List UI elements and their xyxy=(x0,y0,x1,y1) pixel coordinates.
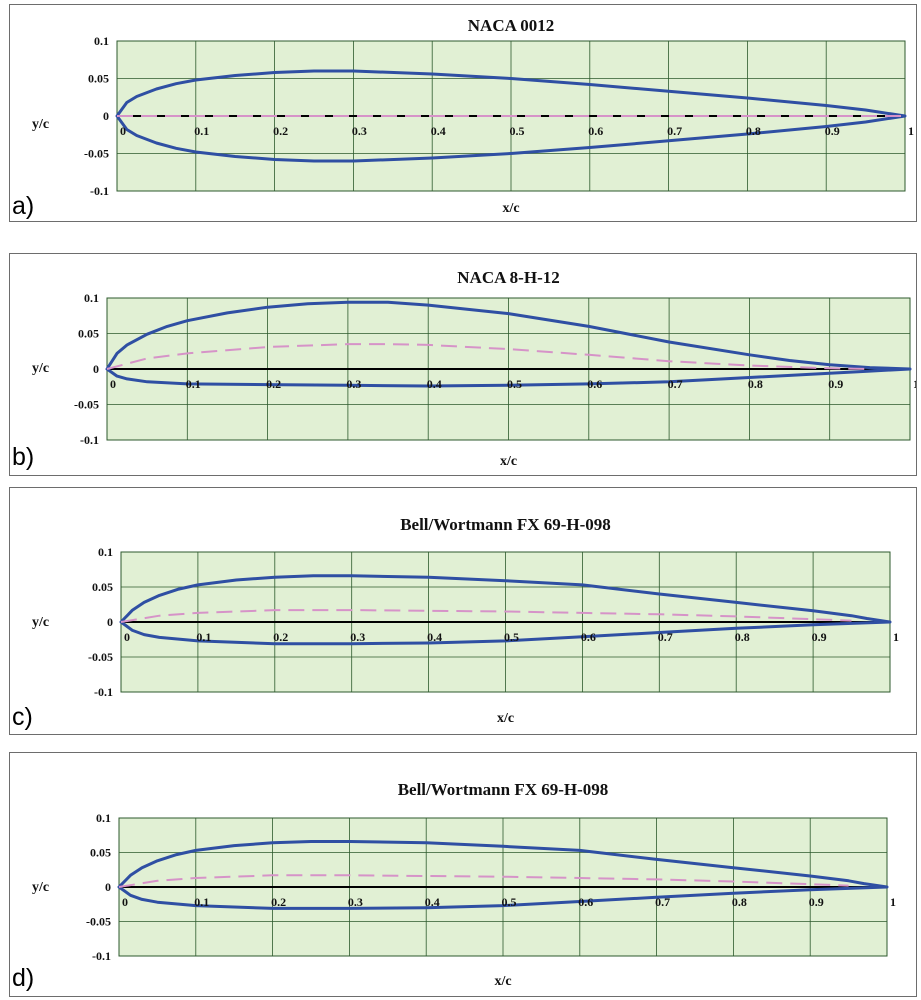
chart-d-x-tick-label: 0.6 xyxy=(578,895,593,909)
chart-d-x-tick-label: 0.4 xyxy=(425,895,440,909)
chart-d-x-tick-label: 0.5 xyxy=(502,895,517,909)
chart-c-y-tick-label: 0 xyxy=(107,615,113,629)
chart-b-x-tick-label: 0.6 xyxy=(587,377,602,391)
chart-a-x-tick-label: 0.2 xyxy=(273,124,288,138)
chart-c-x-tick-label: 0.7 xyxy=(658,630,673,644)
chart-panel-d: 0 0.1 0.2 0.3 0.4 0.5 0.6 0.7 0.8 0.9 1 0.1 0.05 0 -0.… xyxy=(9,752,917,997)
chart-c-title: Bell/Wortmann FX 69-H-098 xyxy=(400,515,611,534)
chart-b-airfoil-outline xyxy=(105,300,912,388)
chart-d-title: Bell/Wortmann FX 69-H-098 xyxy=(398,780,609,799)
chart-c-airfoil-outline xyxy=(119,574,892,646)
chart-a-y-tick-label: -0.05 xyxy=(84,147,109,161)
chart-d-panel-label: d) xyxy=(12,964,34,992)
chart-a-x-tick-label: 0.4 xyxy=(431,124,446,138)
chart-a-y-axis-label: y/c xyxy=(32,117,49,132)
chart-a-x-tick-label: 0.1 xyxy=(194,124,209,138)
chart-a-x-tick-label: 0.8 xyxy=(746,124,761,138)
chart-b-x-tick-label: 0.4 xyxy=(427,377,442,391)
chart-b-x-tick-label: 0.3 xyxy=(346,377,361,391)
chart-c-x-tick-label: 0 xyxy=(124,630,130,644)
chart-a-panel-label: a) xyxy=(12,192,34,220)
chart-d-x-tick-label: 0.3 xyxy=(348,895,363,909)
chart-a-title: NACA 0012 xyxy=(468,16,554,35)
chart-d-x-tick-label: 0.9 xyxy=(809,895,824,909)
chart-a-x-axis-label: x/c xyxy=(502,201,519,216)
chart-c-y-tick-label: 0.1 xyxy=(98,545,113,559)
chart-a-x-tick-label: 0.6 xyxy=(588,124,603,138)
chart-svg-c: 0 0.1 0.2 0.3 0.4 0.5 0.6 0.7 0.8 0.9 1 0.1 0.05 0 -0.… xyxy=(12,515,899,731)
chart-a-y-tick-label: 0.05 xyxy=(88,72,109,86)
chart-a-x-tick-label: 0 xyxy=(120,124,126,138)
chart-d-y-tick-label: 0 xyxy=(105,880,111,894)
chart-b-title: NACA 8-H-12 xyxy=(457,268,559,287)
chart-a-x-tick-label: 0.7 xyxy=(667,124,682,138)
chart-d-x-tick-label: 0.1 xyxy=(194,895,209,909)
chart-c-x-tick-label: 1 xyxy=(893,630,899,644)
chart-a-x-tick-label: 1 xyxy=(908,124,914,138)
chart-a-x-tick-label: 0.9 xyxy=(825,124,840,138)
chart-a-y-tick-label: 0.1 xyxy=(94,34,109,48)
chart-a-y-tick-label: 0 xyxy=(103,109,109,123)
chart-panel-a: 0 0.1 0.2 0.3 0.4 0.5 0.6 0.7 0.8 0.9 1 0.1 0.05 0 -0.… xyxy=(9,4,917,222)
chart-d-camber-line xyxy=(118,874,849,888)
chart-b-x-tick-label: 1 xyxy=(913,377,916,391)
chart-c-x-tick-label: 0.4 xyxy=(427,630,442,644)
chart-d-y-tick-label: -0.1 xyxy=(92,949,111,963)
chart-d-y-axis-label: y/c xyxy=(32,880,49,895)
chart-b-x-tick-label: 0.2 xyxy=(266,377,281,391)
chart-d-y-tick-label: -0.05 xyxy=(86,915,111,929)
chart-c-x-tick-label: 0.2 xyxy=(273,630,288,644)
chart-b-y-tick-label: -0.1 xyxy=(80,433,99,447)
chart-c-x-tick-label: 0.8 xyxy=(735,630,750,644)
chart-b-y-tick-label: 0.05 xyxy=(78,327,99,341)
chart-c-x-axis-label: x/c xyxy=(497,711,514,726)
chart-b-y-tick-label: -0.05 xyxy=(74,398,99,412)
chart-c-x-tick-label: 0.1 xyxy=(196,630,211,644)
chart-c-camber-line xyxy=(120,609,852,623)
chart-b-x-tick-label: 0.5 xyxy=(507,377,522,391)
chart-c-y-tick-label: 0.05 xyxy=(92,580,113,594)
chart-a-y-tick-label: -0.1 xyxy=(90,184,109,198)
chart-c-x-tick-label: 0.3 xyxy=(350,630,365,644)
chart-b-x-axis-label: x/c xyxy=(500,454,517,469)
chart-d-y-tick-label: 0.1 xyxy=(96,811,111,825)
chart-c-x-tick-label: 0.6 xyxy=(581,630,596,644)
chart-d-x-tick-label: 0.8 xyxy=(732,895,747,909)
chart-d-x-axis-label: x/c xyxy=(494,974,511,989)
chart-svg-d: 0 0.1 0.2 0.3 0.4 0.5 0.6 0.7 0.8 0.9 1 0.1 0.05 0 -0.… xyxy=(12,780,896,992)
chart-a-x-tick-label: 0.3 xyxy=(352,124,367,138)
chart-d-airfoil-outline xyxy=(117,840,889,910)
chart-b-y-tick-label: 0 xyxy=(93,362,99,376)
chart-svg-a: 0 0.1 0.2 0.3 0.4 0.5 0.6 0.7 0.8 0.9 1 0.1 0.05 0 -0.… xyxy=(12,16,914,220)
chart-d-x-tick-label: 1 xyxy=(890,895,896,909)
chart-d-x-tick-label: 0.7 xyxy=(655,895,670,909)
chart-d-x-tick-label: 0 xyxy=(122,895,128,909)
chart-panel-c: 0 0.1 0.2 0.3 0.4 0.5 0.6 0.7 0.8 0.9 1 0.1 0.05 0 -0.… xyxy=(9,487,917,735)
chart-c-x-tick-label: 0.9 xyxy=(812,630,827,644)
chart-d-x-tick-label: 0.2 xyxy=(271,895,286,909)
chart-c-x-tick-label: 0.5 xyxy=(504,630,519,644)
chart-c-y-axis-label: y/c xyxy=(32,615,49,630)
chart-b-x-tick-label: 0.1 xyxy=(186,377,201,391)
chart-d-y-tick-label: 0.05 xyxy=(90,846,111,860)
chart-c-y-tick-label: -0.1 xyxy=(94,685,113,699)
chart-c-panel-label: c) xyxy=(12,703,33,731)
chart-b-camber-line xyxy=(106,343,870,370)
chart-b-y-axis-label: y/c xyxy=(32,361,49,376)
chart-b-x-tick-label: 0.7 xyxy=(668,377,683,391)
chart-b-x-tick-label: 0.8 xyxy=(748,377,763,391)
chart-b-x-tick-label: 0 xyxy=(110,377,116,391)
chart-b-panel-label: b) xyxy=(12,443,34,471)
chart-svg-b: 0 0.1 0.2 0.3 0.4 0.5 0.6 0.7 0.8 0.9 1 0.1 0.05 0 -0.… xyxy=(12,268,916,471)
chart-a-x-tick-label: 0.5 xyxy=(510,124,525,138)
chart-panel-b: 0 0.1 0.2 0.3 0.4 0.5 0.6 0.7 0.8 0.9 1 0.1 0.05 0 -0.… xyxy=(9,253,917,476)
chart-b-y-tick-label: 0.1 xyxy=(84,291,99,305)
chart-b-x-tick-label: 0.9 xyxy=(828,377,843,391)
chart-c-y-tick-label: -0.05 xyxy=(88,650,113,664)
